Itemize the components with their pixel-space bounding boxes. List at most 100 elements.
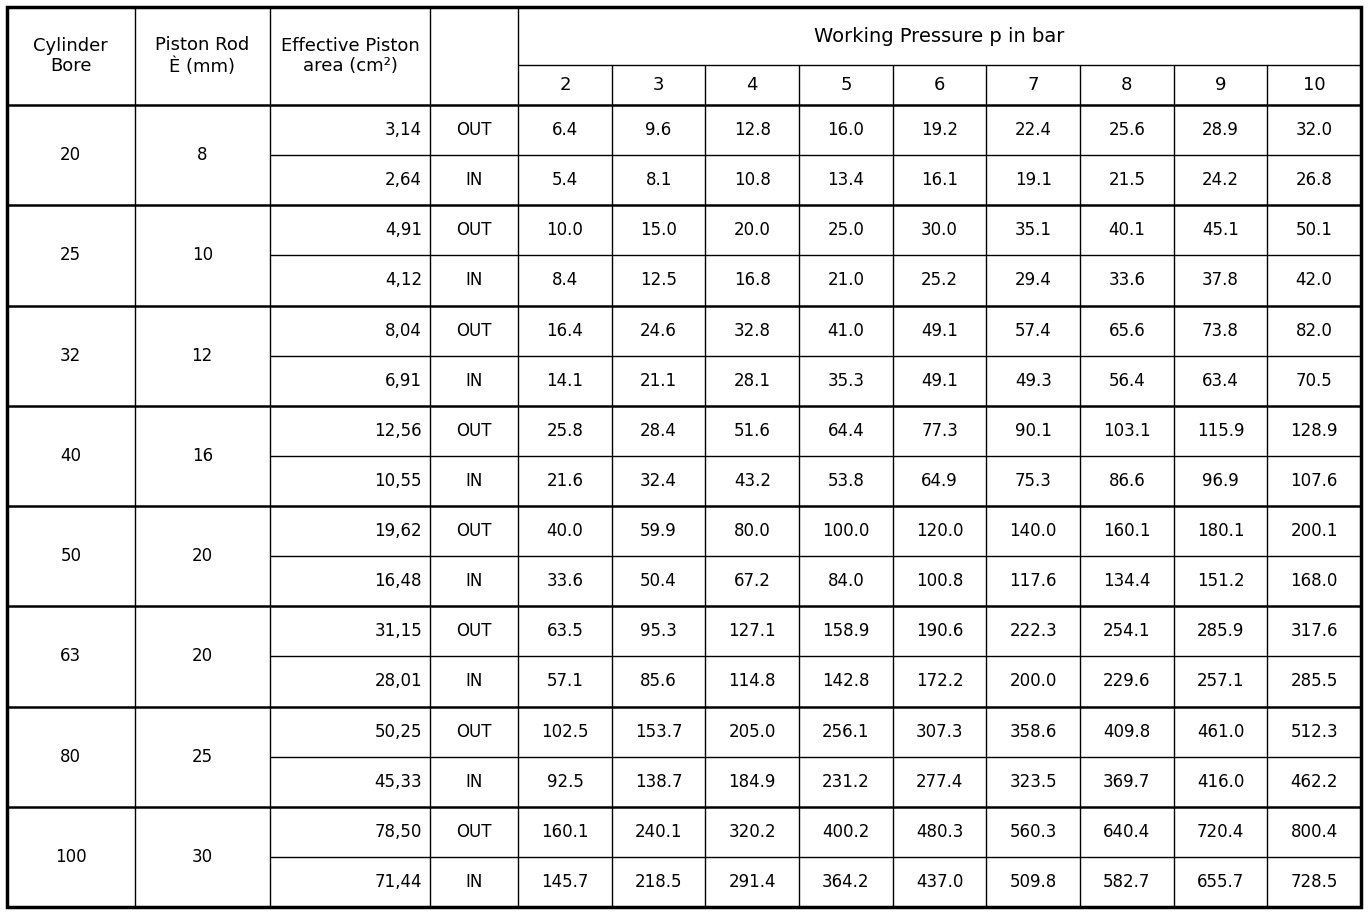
Text: 16.4: 16.4	[547, 322, 583, 340]
Text: 184.9: 184.9	[729, 772, 776, 791]
Text: 222.3: 222.3	[1010, 622, 1057, 641]
Text: 51.6: 51.6	[733, 422, 770, 440]
Text: 65.6: 65.6	[1108, 322, 1145, 340]
Text: 320.2: 320.2	[728, 823, 776, 841]
Text: 31,15: 31,15	[375, 622, 423, 641]
Text: 145.7: 145.7	[542, 873, 588, 891]
Text: 40.1: 40.1	[1108, 221, 1145, 239]
Text: 86.6: 86.6	[1108, 472, 1145, 490]
Text: 172.2: 172.2	[915, 673, 963, 690]
Text: 43.2: 43.2	[733, 472, 770, 490]
Text: 16.1: 16.1	[921, 171, 958, 189]
Text: 49.3: 49.3	[1015, 372, 1052, 389]
Text: OUT: OUT	[457, 522, 492, 540]
Text: 200.0: 200.0	[1010, 673, 1057, 690]
Text: Piston Rod
È (mm): Piston Rod È (mm)	[155, 37, 249, 76]
Text: IN: IN	[465, 171, 483, 189]
Text: 13.4: 13.4	[828, 171, 865, 189]
Text: 12,56: 12,56	[375, 422, 423, 440]
Text: 10.8: 10.8	[733, 171, 770, 189]
Text: 168.0: 168.0	[1290, 572, 1338, 590]
Text: 70.5: 70.5	[1295, 372, 1332, 389]
Text: 64.9: 64.9	[921, 472, 958, 490]
Text: 53.8: 53.8	[828, 472, 865, 490]
Text: OUT: OUT	[457, 622, 492, 641]
Text: 480.3: 480.3	[917, 823, 963, 841]
Text: 22.4: 22.4	[1015, 121, 1052, 139]
Text: 63.4: 63.4	[1202, 372, 1239, 389]
Text: 63: 63	[60, 647, 81, 665]
Text: 12.8: 12.8	[733, 121, 770, 139]
Text: 35.1: 35.1	[1015, 221, 1052, 239]
Text: 128.9: 128.9	[1290, 422, 1338, 440]
Text: 102.5: 102.5	[542, 723, 588, 740]
Text: 50: 50	[60, 547, 81, 565]
Text: 190.6: 190.6	[917, 622, 963, 641]
Text: 100.0: 100.0	[822, 522, 870, 540]
Text: 285.9: 285.9	[1197, 622, 1245, 641]
Text: 25: 25	[192, 748, 213, 766]
Text: 73.8: 73.8	[1202, 322, 1239, 340]
Text: 107.6: 107.6	[1290, 472, 1338, 490]
Text: 10: 10	[1302, 76, 1326, 94]
Text: 3: 3	[653, 76, 665, 94]
Text: IN: IN	[465, 673, 483, 690]
Text: 50.1: 50.1	[1295, 221, 1332, 239]
Text: 56.4: 56.4	[1108, 372, 1145, 389]
Text: 77.3: 77.3	[921, 422, 958, 440]
Text: 30: 30	[192, 848, 213, 866]
Text: 364.2: 364.2	[822, 873, 870, 891]
Text: IN: IN	[465, 572, 483, 590]
Text: 277.4: 277.4	[917, 772, 963, 791]
Text: IN: IN	[465, 472, 483, 490]
Text: OUT: OUT	[457, 221, 492, 239]
Text: 28,01: 28,01	[375, 673, 423, 690]
Text: OUT: OUT	[457, 723, 492, 740]
Text: 461.0: 461.0	[1197, 723, 1245, 740]
Text: OUT: OUT	[457, 121, 492, 139]
Text: 32: 32	[60, 346, 81, 365]
Text: 33.6: 33.6	[546, 572, 584, 590]
Text: 20: 20	[192, 647, 213, 665]
Text: 12: 12	[192, 346, 213, 365]
Text: 6,91: 6,91	[386, 372, 423, 389]
Text: 307.3: 307.3	[915, 723, 963, 740]
Text: 71,44: 71,44	[375, 873, 423, 891]
Text: 416.0: 416.0	[1197, 772, 1245, 791]
Text: 8: 8	[1122, 76, 1133, 94]
Text: 4,12: 4,12	[384, 271, 423, 290]
Text: 409.8: 409.8	[1103, 723, 1150, 740]
Text: 42.0: 42.0	[1295, 271, 1332, 290]
Text: 40.0: 40.0	[547, 522, 583, 540]
Text: 655.7: 655.7	[1197, 873, 1244, 891]
Text: 100: 100	[55, 848, 86, 866]
Text: 59.9: 59.9	[640, 522, 677, 540]
Text: 291.4: 291.4	[729, 873, 776, 891]
Text: 28.4: 28.4	[640, 422, 677, 440]
Text: 120.0: 120.0	[915, 522, 963, 540]
Text: 229.6: 229.6	[1103, 673, 1150, 690]
Text: 158.9: 158.9	[822, 622, 870, 641]
Text: 462.2: 462.2	[1290, 772, 1338, 791]
Text: 37.8: 37.8	[1202, 271, 1239, 290]
Text: 16.0: 16.0	[828, 121, 865, 139]
Text: 10.0: 10.0	[547, 221, 583, 239]
Text: 78,50: 78,50	[375, 823, 423, 841]
Text: 6: 6	[934, 76, 945, 94]
Text: OUT: OUT	[457, 422, 492, 440]
Text: 25.0: 25.0	[828, 221, 865, 239]
Text: 25.2: 25.2	[921, 271, 958, 290]
Text: 57.1: 57.1	[547, 673, 583, 690]
Text: 5: 5	[840, 76, 852, 94]
Text: 25.6: 25.6	[1108, 121, 1145, 139]
Text: 4,91: 4,91	[386, 221, 423, 239]
Text: 3,14: 3,14	[384, 121, 423, 139]
Text: 10: 10	[192, 247, 213, 264]
Text: 200.1: 200.1	[1290, 522, 1338, 540]
Text: 16.8: 16.8	[733, 271, 770, 290]
Text: 369.7: 369.7	[1103, 772, 1150, 791]
Text: 10,55: 10,55	[375, 472, 423, 490]
Text: 40: 40	[60, 447, 81, 465]
Text: 20: 20	[60, 146, 81, 165]
Text: 358.6: 358.6	[1010, 723, 1057, 740]
